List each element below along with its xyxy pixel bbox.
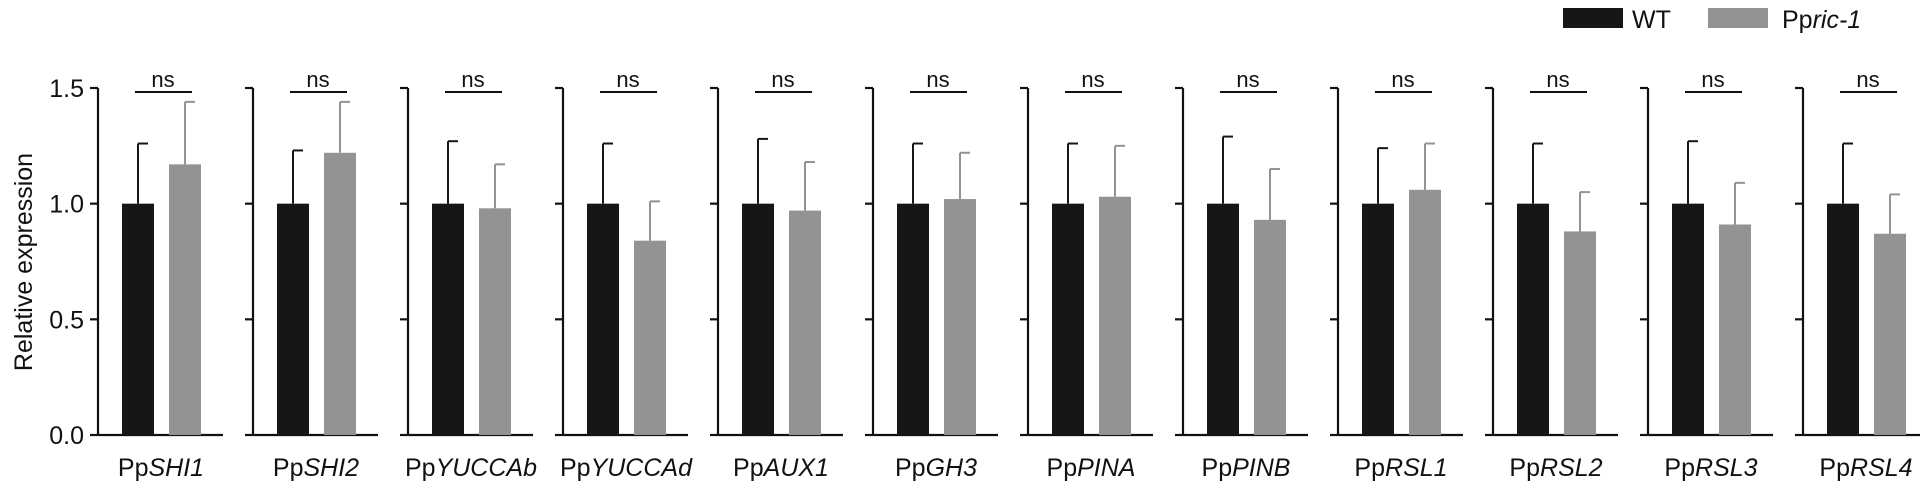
- bar-ric1: [1254, 219, 1286, 435]
- panel-PpYUCCAb: ns PpYUCCAb: [400, 67, 537, 482]
- bar-wt: [1827, 203, 1859, 435]
- significance-label: ns: [926, 67, 949, 92]
- gene-label-prefix: Pp: [273, 454, 304, 482]
- gene-label-name: AUX1: [762, 454, 829, 482]
- panel-PpGH3: ns PpGH3: [865, 67, 998, 482]
- gene-label-name: RSL1: [1385, 454, 1448, 482]
- gene-label-name: YUCCAd: [591, 454, 694, 482]
- gene-label-prefix: Pp: [560, 454, 591, 482]
- bar-wt: [432, 203, 464, 435]
- gene-label: PpYUCCAb: [405, 454, 537, 482]
- gene-label-prefix: Pp: [1664, 454, 1695, 482]
- bar-ric1: [944, 199, 976, 435]
- panel-PpRSL3: ns PpRSL3: [1640, 67, 1773, 482]
- gene-label-prefix: Pp: [895, 454, 926, 482]
- bar-ric1: [479, 208, 511, 435]
- gene-label-name: PINA: [1077, 454, 1135, 482]
- gene-label: PpRSL4: [1819, 454, 1912, 482]
- significance-label: ns: [461, 67, 484, 92]
- gene-label-prefix: Pp: [733, 454, 764, 482]
- panel-PpRSL4: ns PpRSL4: [1795, 67, 1920, 482]
- panel-PpPINB: ns PpPINB: [1175, 67, 1308, 482]
- panel-PpYUCCAd: ns PpYUCCAd: [555, 67, 693, 482]
- y-tick-label: 1.0: [49, 191, 84, 219]
- bar-ric1: [1409, 189, 1441, 435]
- gene-label-prefix: Pp: [1202, 454, 1233, 482]
- bar-wt: [1362, 203, 1394, 435]
- bar-wt: [587, 203, 619, 435]
- panel-PpPINA: ns PpPINA: [1020, 67, 1153, 482]
- legend-swatch-wt: [1563, 8, 1623, 28]
- legend-label-italic: ric-1: [1813, 6, 1862, 34]
- gene-label-name: SHI1: [149, 454, 205, 482]
- gene-label: PpPINB: [1202, 454, 1291, 482]
- bar-ric1: [1874, 233, 1906, 435]
- panel-PpRSL1: ns PpRSL1: [1330, 67, 1463, 482]
- legend-swatch-ric1: [1708, 8, 1768, 28]
- gene-label-name: PINB: [1232, 454, 1290, 482]
- gene-label-prefix: Pp: [405, 454, 436, 482]
- gene-label-name: RSL2: [1540, 454, 1603, 482]
- significance-label: ns: [1081, 67, 1104, 92]
- legend-label-ric1: Ppric-1: [1782, 6, 1861, 34]
- significance-label: ns: [771, 67, 794, 92]
- gene-label: PpSHI2: [273, 454, 359, 482]
- bar-wt: [1517, 203, 1549, 435]
- significance-label: ns: [616, 67, 639, 92]
- y-tick-label: 0.0: [49, 422, 84, 450]
- bar-ric1: [1719, 224, 1751, 435]
- bar-wt: [122, 203, 154, 435]
- gene-label-name: RSL3: [1695, 454, 1758, 482]
- panel-PpRSL2: ns PpRSL2: [1485, 67, 1618, 482]
- bar-ric1: [1564, 231, 1596, 435]
- bar-ric1: [789, 210, 821, 435]
- legend-label-prefix: Pp: [1782, 6, 1813, 34]
- bar-wt: [742, 203, 774, 435]
- y-tick-label: 1.5: [49, 75, 84, 103]
- gene-label-name: RSL4: [1850, 454, 1913, 482]
- gene-label-name: GH3: [926, 454, 978, 482]
- gene-label: PpPINA: [1047, 454, 1136, 482]
- gene-label: PpRSL3: [1664, 454, 1757, 482]
- gene-label: PpAUX1: [733, 454, 829, 482]
- y-tick-label: 0.5: [49, 306, 84, 334]
- gene-label-prefix: Pp: [1354, 454, 1385, 482]
- gene-label: PpYUCCAd: [560, 454, 693, 482]
- panel-PpSHI1: ns PpSHI1: [90, 67, 223, 482]
- significance-label: ns: [1546, 67, 1569, 92]
- significance-label: ns: [1236, 67, 1259, 92]
- bar-ric1: [169, 164, 201, 435]
- bar-ric1: [324, 152, 356, 436]
- significance-label: ns: [1391, 67, 1414, 92]
- bar-wt: [897, 203, 929, 435]
- bar-wt: [1672, 203, 1704, 435]
- bar-wt: [1207, 203, 1239, 435]
- bar-wt: [277, 203, 309, 435]
- bar-wt: [1052, 203, 1084, 435]
- bar-ric1: [1099, 196, 1131, 435]
- panel-PpAUX1: ns PpAUX1: [710, 67, 843, 482]
- gene-label: PpRSL2: [1509, 454, 1602, 482]
- gene-label-name: SHI2: [304, 454, 360, 482]
- gene-label: PpSHI1: [118, 454, 204, 482]
- legend-label-wt: WT: [1632, 6, 1671, 34]
- legend: WT Ppric-1: [1563, 6, 1861, 34]
- gene-label-prefix: Pp: [1819, 454, 1850, 482]
- gene-label-prefix: Pp: [1047, 454, 1078, 482]
- gene-label-prefix: Pp: [1509, 454, 1540, 482]
- gene-label-name: YUCCAb: [436, 454, 538, 482]
- panel-PpSHI2: ns PpSHI2: [245, 67, 378, 482]
- gene-label-prefix: Pp: [118, 454, 149, 482]
- gene-label: PpRSL1: [1354, 454, 1447, 482]
- significance-label: ns: [1701, 67, 1724, 92]
- gene-label: PpGH3: [895, 454, 977, 482]
- bar-ric1: [634, 240, 666, 435]
- y-axis-label: Relative expression: [10, 153, 38, 371]
- significance-label: ns: [1856, 67, 1879, 92]
- significance-label: ns: [151, 67, 174, 92]
- significance-label: ns: [306, 67, 329, 92]
